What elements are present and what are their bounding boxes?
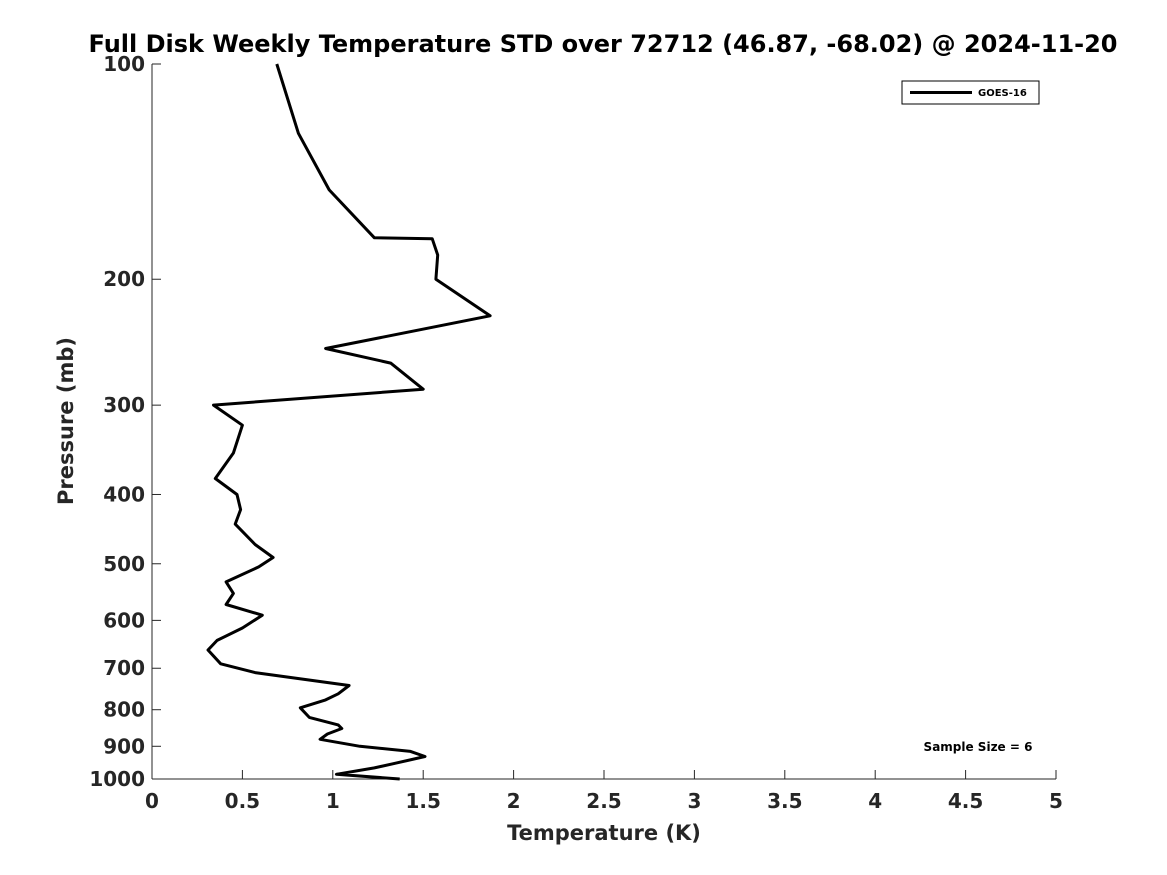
x-tick-label: 2.5 bbox=[586, 789, 621, 813]
x-tick-label: 3 bbox=[687, 789, 701, 813]
x-tick-label: 4 bbox=[868, 789, 882, 813]
x-tick-label: 1 bbox=[326, 789, 340, 813]
x-tick-label: 0 bbox=[145, 789, 159, 813]
x-tick-label: 3.5 bbox=[767, 789, 802, 813]
y-tick-label: 800 bbox=[103, 698, 145, 722]
x-axis-label: Temperature (K) bbox=[507, 821, 701, 845]
sample-size-annotation: Sample Size = 6 bbox=[924, 740, 1033, 754]
chart-title: Full Disk Weekly Temperature STD over 72… bbox=[89, 30, 1118, 58]
y-tick-label: 200 bbox=[103, 267, 145, 291]
axes: 0 0.5 1 1.5 2 2.5 3 3.5 4 4.5 5 100 200 300 400 500 600 7… bbox=[89, 52, 1063, 813]
x-tick-label: 4.5 bbox=[948, 789, 983, 813]
series-line-goes-16 bbox=[206, 63, 492, 781]
y-tick-label: 900 bbox=[103, 734, 145, 758]
y-tick-label: 100 bbox=[103, 52, 145, 76]
x-tick-label: 2 bbox=[507, 789, 521, 813]
y-tick-label: 300 bbox=[103, 393, 145, 417]
legend-label: GOES-16 bbox=[978, 88, 1027, 99]
y-tick-label: 700 bbox=[103, 656, 145, 680]
plot-series bbox=[206, 63, 492, 781]
y-axis-label: Pressure (mb) bbox=[54, 337, 78, 505]
y-tick-label: 400 bbox=[103, 482, 145, 506]
x-tick-label: 5 bbox=[1049, 789, 1063, 813]
y-tick-label: 1000 bbox=[89, 767, 145, 791]
x-tick-label: 0.5 bbox=[225, 789, 260, 813]
x-tick-label: 1.5 bbox=[405, 789, 440, 813]
y-tick-label: 600 bbox=[103, 608, 145, 632]
y-tick-label: 500 bbox=[103, 552, 145, 576]
legend: GOES-16 bbox=[901, 80, 1040, 105]
